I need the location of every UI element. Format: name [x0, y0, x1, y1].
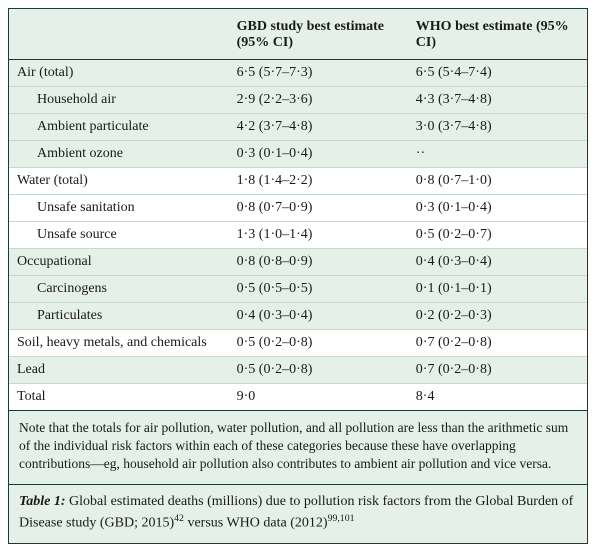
row-label: Air (total): [9, 60, 229, 87]
row-label: Total: [9, 384, 229, 411]
row-gbd: 0·5 (0·2–0·8): [229, 357, 408, 384]
row-gbd: 4·2 (3·7–4·8): [229, 114, 408, 141]
table-row: Occupational0·8 (0·8–0·9)0·4 (0·3–0·4): [9, 249, 587, 276]
row-gbd: 6·5 (5·7–7·3): [229, 60, 408, 87]
row-gbd: 0·5 (0·5–0·5): [229, 276, 408, 303]
row-gbd: 0·4 (0·3–0·4): [229, 303, 408, 330]
header-row: GBD study best estimate (95% CI) WHO bes…: [9, 9, 587, 60]
caption-sup2: 99,101: [328, 513, 355, 524]
row-who: 0·2 (0·2–0·3): [408, 303, 587, 330]
header-blank: [9, 9, 229, 60]
header-gbd: GBD study best estimate (95% CI): [229, 9, 408, 60]
row-label: Household air: [9, 87, 229, 114]
row-gbd: 1·3 (1·0–1·4): [229, 222, 408, 249]
risk-table: GBD study best estimate (95% CI) WHO bes…: [9, 9, 587, 411]
row-who: 0·7 (0·2–0·8): [408, 330, 587, 357]
row-gbd: 9·0: [229, 384, 408, 411]
row-label: Unsafe sanitation: [9, 195, 229, 222]
row-label: Soil, heavy metals, and chemicals: [9, 330, 229, 357]
table-row: Soil, heavy metals, and chemicals0·5 (0·…: [9, 330, 587, 357]
table-row: Water (total)1·8 (1·4–2·2)0·8 (0·7–1·0): [9, 168, 587, 195]
row-who: 0·4 (0·3–0·4): [408, 249, 587, 276]
row-who: 6·5 (5·4–7·4): [408, 60, 587, 87]
row-gbd: 2·9 (2·2–3·6): [229, 87, 408, 114]
table-row: Carcinogens0·5 (0·5–0·5)0·1 (0·1–0·1): [9, 276, 587, 303]
table-row: Air (total)6·5 (5·7–7·3)6·5 (5·4–7·4): [9, 60, 587, 87]
row-label: Ambient particulate: [9, 114, 229, 141]
row-gbd: 0·5 (0·2–0·8): [229, 330, 408, 357]
row-label: Unsafe source: [9, 222, 229, 249]
row-who: ··: [408, 141, 587, 168]
row-who: 4·3 (3·7–4·8): [408, 87, 587, 114]
row-gbd: 0·8 (0·8–0·9): [229, 249, 408, 276]
header-who: WHO best estimate (95% CI): [408, 9, 587, 60]
row-gbd: 0·3 (0·1–0·4): [229, 141, 408, 168]
row-who: 0·3 (0·1–0·4): [408, 195, 587, 222]
row-label: Carcinogens: [9, 276, 229, 303]
table-panel: GBD study best estimate (95% CI) WHO bes…: [8, 8, 588, 544]
table-row: Ambient particulate4·2 (3·7–4·8)3·0 (3·7…: [9, 114, 587, 141]
row-who: 8·4: [408, 384, 587, 411]
caption-sup1: 42: [174, 513, 184, 524]
row-label: Water (total): [9, 168, 229, 195]
caption-lead: Table 1:: [19, 494, 66, 509]
table-row: Unsafe source1·3 (1·0–1·4)0·5 (0·2–0·7): [9, 222, 587, 249]
total-row: Total9·08·4: [9, 384, 587, 411]
table-row: Ambient ozone0·3 (0·1–0·4)··: [9, 141, 587, 168]
row-label: Lead: [9, 357, 229, 384]
row-who: 3·0 (3·7–4·8): [408, 114, 587, 141]
row-gbd: 1·8 (1·4–2·2): [229, 168, 408, 195]
table-row: Unsafe sanitation0·8 (0·7–0·9)0·3 (0·1–0…: [9, 195, 587, 222]
footnote: Note that the totals for air pollution, …: [9, 411, 587, 485]
row-label: Particulates: [9, 303, 229, 330]
row-who: 0·7 (0·2–0·8): [408, 357, 587, 384]
row-who: 0·5 (0·2–0·7): [408, 222, 587, 249]
table-row: Household air2·9 (2·2–3·6)4·3 (3·7–4·8): [9, 87, 587, 114]
table-row: Particulates0·4 (0·3–0·4)0·2 (0·2–0·3): [9, 303, 587, 330]
row-who: 0·1 (0·1–0·1): [408, 276, 587, 303]
row-gbd: 0·8 (0·7–0·9): [229, 195, 408, 222]
table-row: Lead0·5 (0·2–0·8)0·7 (0·2–0·8): [9, 357, 587, 384]
table-caption: Table 1: Global estimated deaths (millio…: [9, 485, 587, 543]
row-label: Occupational: [9, 249, 229, 276]
caption-mid: versus WHO data (2012): [184, 515, 328, 530]
row-who: 0·8 (0·7–1·0): [408, 168, 587, 195]
row-label: Ambient ozone: [9, 141, 229, 168]
